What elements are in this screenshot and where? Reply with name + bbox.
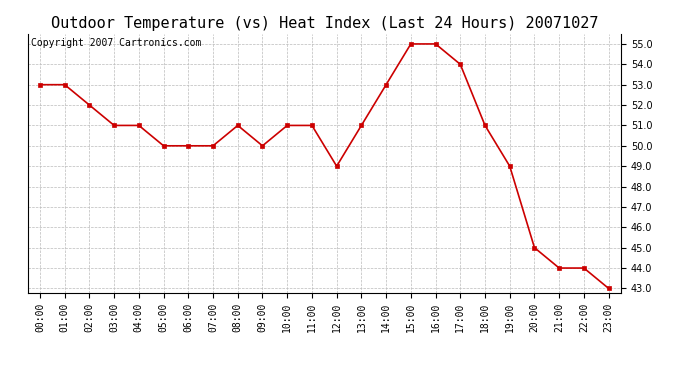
Title: Outdoor Temperature (vs) Heat Index (Last 24 Hours) 20071027: Outdoor Temperature (vs) Heat Index (Las… — [50, 16, 598, 31]
Text: Copyright 2007 Cartronics.com: Copyright 2007 Cartronics.com — [30, 38, 201, 48]
